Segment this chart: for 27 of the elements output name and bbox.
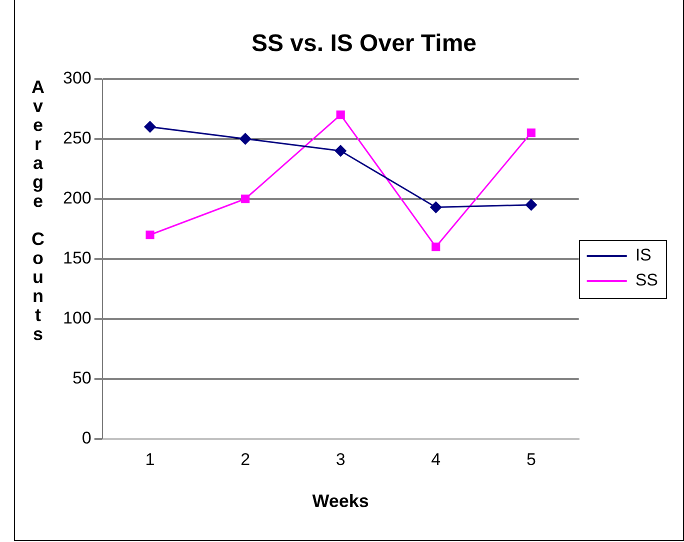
point xyxy=(430,202,442,214)
point xyxy=(336,110,345,120)
y-tick-label: 300 xyxy=(62,68,92,88)
point xyxy=(334,145,346,157)
point xyxy=(241,194,250,204)
point xyxy=(144,121,156,133)
y-tick-label: 50 xyxy=(72,368,92,388)
y-tick-label: 150 xyxy=(62,248,92,268)
legend-label: IS xyxy=(635,246,652,265)
text: Average Counts xyxy=(32,77,44,344)
y-tick-label: 0 xyxy=(82,428,92,448)
y-tick-label: 250 xyxy=(62,128,92,148)
x-tick-label: 5 xyxy=(526,450,536,469)
x-axis-title: Weeks xyxy=(312,491,369,512)
y-tick-label: 100 xyxy=(62,308,92,328)
point xyxy=(146,230,154,240)
x-tick-label: 4 xyxy=(431,450,441,469)
chart-title: SS vs. IS Over Time xyxy=(251,30,477,58)
x-tick-label: 3 xyxy=(336,450,346,469)
x-tick-label: 1 xyxy=(145,450,155,469)
point xyxy=(432,242,440,252)
legend-label: SS xyxy=(635,270,658,290)
point xyxy=(240,133,252,145)
y-tick-label: 200 xyxy=(62,188,92,208)
point xyxy=(525,199,537,211)
x-tick-label: 2 xyxy=(240,450,250,469)
point xyxy=(526,128,536,138)
